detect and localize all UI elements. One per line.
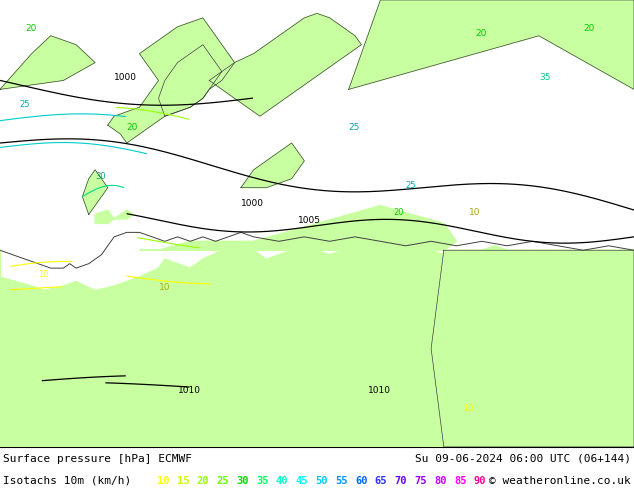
Polygon shape [139, 206, 456, 250]
Text: 10: 10 [463, 404, 474, 413]
Text: 20: 20 [127, 122, 138, 132]
Text: 80: 80 [434, 475, 447, 486]
Polygon shape [349, 0, 634, 89]
Text: 35: 35 [256, 475, 269, 486]
Text: 1010: 1010 [368, 386, 391, 395]
Text: 20: 20 [25, 24, 37, 33]
Text: Isotachs 10m (km/h): Isotachs 10m (km/h) [3, 475, 131, 486]
Polygon shape [108, 18, 235, 143]
Text: 10: 10 [157, 475, 169, 486]
Text: 70: 70 [394, 475, 407, 486]
Text: 25: 25 [216, 475, 229, 486]
Text: 75: 75 [415, 475, 427, 486]
Text: 20: 20 [476, 29, 487, 38]
Text: 10: 10 [158, 284, 170, 293]
Text: 55: 55 [335, 475, 347, 486]
Text: 30: 30 [95, 172, 106, 181]
Polygon shape [95, 210, 114, 223]
Polygon shape [0, 237, 634, 447]
Text: 1000: 1000 [241, 198, 264, 208]
Text: 25: 25 [406, 181, 417, 190]
Text: 35: 35 [539, 74, 550, 82]
Polygon shape [158, 45, 222, 116]
Polygon shape [241, 143, 304, 188]
Text: 85: 85 [454, 475, 467, 486]
Polygon shape [431, 250, 634, 447]
Text: 20: 20 [393, 207, 404, 217]
Text: 45: 45 [295, 475, 308, 486]
Text: 50: 50 [315, 475, 328, 486]
Text: 90: 90 [474, 475, 486, 486]
Text: 30: 30 [236, 475, 249, 486]
Polygon shape [0, 36, 95, 89]
Text: 1010: 1010 [178, 386, 200, 395]
Text: 25: 25 [19, 100, 30, 109]
Text: 1000: 1000 [114, 74, 137, 82]
Text: 25: 25 [349, 122, 360, 132]
Text: 65: 65 [375, 475, 387, 486]
Polygon shape [82, 170, 108, 215]
Text: Su 09-06-2024 06:00 UTC (06+144): Su 09-06-2024 06:00 UTC (06+144) [415, 454, 631, 464]
Polygon shape [114, 210, 133, 219]
Text: 20: 20 [583, 24, 595, 33]
Text: 1005: 1005 [298, 217, 321, 225]
Text: Surface pressure [hPa] ECMWF: Surface pressure [hPa] ECMWF [3, 454, 192, 464]
Polygon shape [209, 13, 361, 116]
Text: 10: 10 [469, 207, 481, 217]
Text: 40: 40 [276, 475, 288, 486]
Text: 60: 60 [355, 475, 368, 486]
Text: 20: 20 [197, 475, 209, 486]
Text: 10: 10 [38, 270, 49, 279]
Text: © weatheronline.co.uk: © weatheronline.co.uk [489, 475, 631, 486]
Text: 15: 15 [177, 475, 190, 486]
